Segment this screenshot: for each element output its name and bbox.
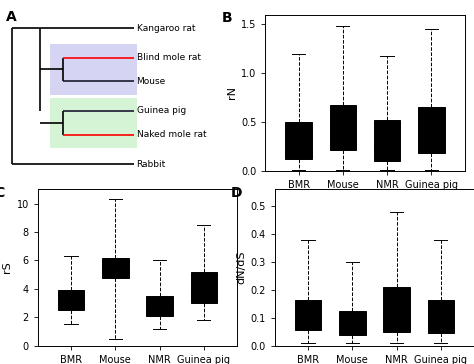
PathPatch shape [383,287,410,332]
Text: D: D [231,186,243,200]
PathPatch shape [295,300,321,331]
PathPatch shape [58,290,84,310]
PathPatch shape [191,272,217,303]
Y-axis label: dN/dS: dN/dS [237,251,246,284]
Text: Naked mole rat: Naked mole rat [137,130,206,139]
Bar [50,44,137,95]
PathPatch shape [102,258,128,277]
Text: Guinea pig: Guinea pig [137,106,186,115]
PathPatch shape [418,107,445,154]
Text: B: B [222,11,232,25]
PathPatch shape [428,300,454,333]
Y-axis label: rS: rS [2,262,12,273]
PathPatch shape [339,311,365,335]
PathPatch shape [146,296,173,316]
Text: A: A [6,10,17,24]
Text: Blind mole rat: Blind mole rat [137,53,201,62]
PathPatch shape [374,120,401,161]
Y-axis label: rN: rN [227,86,237,99]
Text: Kangaroo rat: Kangaroo rat [137,24,195,32]
Text: C: C [0,186,4,200]
Text: Rabbit: Rabbit [137,160,166,169]
Bar [50,98,137,148]
PathPatch shape [285,122,312,159]
PathPatch shape [329,104,356,150]
Text: Mouse: Mouse [137,77,166,86]
